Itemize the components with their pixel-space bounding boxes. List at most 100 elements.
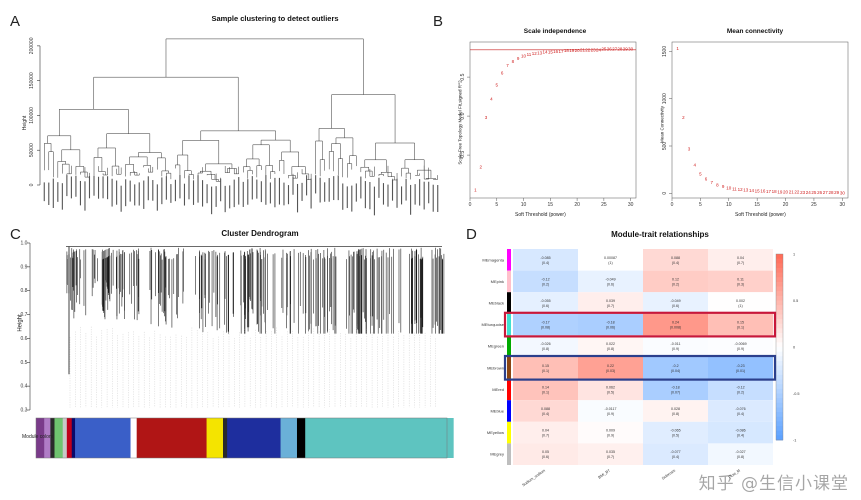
heatmap-cell bbox=[643, 249, 708, 271]
colorbar-step bbox=[776, 281, 783, 287]
dendrogram-branch bbox=[423, 165, 429, 180]
colorbar-step bbox=[776, 309, 783, 315]
heatmap-cell bbox=[708, 443, 773, 465]
power-point-label: 27 bbox=[823, 190, 829, 195]
dendrogram-branch bbox=[404, 159, 425, 171]
cell-correlation: -0.2 bbox=[672, 364, 678, 368]
colorbar-step bbox=[776, 370, 783, 376]
module-color-segment bbox=[136, 418, 208, 458]
power-point-label: 14 bbox=[749, 188, 755, 193]
cell-pvalue: (0.2) bbox=[542, 282, 549, 286]
heatmap-cell bbox=[578, 270, 643, 293]
power-point-label: 3 bbox=[485, 115, 488, 120]
colorbar-step bbox=[776, 267, 783, 273]
heatmap-cell bbox=[513, 443, 578, 465]
module-color-segment bbox=[227, 418, 282, 458]
colorbar-step bbox=[776, 360, 783, 366]
panel-b-left-title: Scale independence bbox=[523, 28, 587, 35]
colorbar-step bbox=[776, 435, 783, 441]
colorbar-step bbox=[776, 286, 783, 292]
dendrogram-branch bbox=[75, 166, 85, 175]
heatmap-cell bbox=[708, 335, 773, 357]
heatmap-cell bbox=[643, 357, 708, 379]
cell-pvalue: (0.4) bbox=[542, 412, 549, 416]
dendrogram-branch bbox=[125, 164, 134, 177]
heatmap-colorbar: 1 0.5 0 -0.5 -1 bbox=[775, 253, 800, 443]
power-point-label: 10 bbox=[521, 54, 527, 59]
heatmap-cell bbox=[513, 313, 578, 336]
cell-pvalue: (0.5) bbox=[607, 390, 614, 394]
cell-pvalue: (0.7) bbox=[542, 434, 549, 438]
dendrogram-branch bbox=[337, 158, 344, 178]
heatmap-cell bbox=[513, 400, 578, 422]
power-point-label: 25 bbox=[601, 47, 607, 52]
colorbar-step bbox=[776, 254, 783, 260]
power-point-label: 4 bbox=[693, 162, 696, 167]
cell-correlation: 0.24 bbox=[672, 321, 679, 325]
cell-pvalue: (0.06) bbox=[606, 326, 615, 330]
module-color-segment bbox=[71, 418, 76, 458]
y-tick-label: 150000 bbox=[29, 72, 35, 89]
power-point-label: 4 bbox=[490, 96, 493, 101]
module-color-segment bbox=[305, 418, 454, 458]
colorbar-step bbox=[776, 393, 783, 399]
y-tick-label: 0.5 bbox=[21, 360, 28, 366]
y-tick-label: 100000 bbox=[29, 107, 35, 124]
cell-pvalue: (0.8) bbox=[607, 347, 614, 351]
dendrogram-branch bbox=[252, 144, 270, 166]
dendrogram-branch bbox=[319, 159, 325, 177]
cell-correlation: -0.18 bbox=[671, 385, 679, 389]
colorbar-step bbox=[776, 416, 783, 422]
colorbar-step bbox=[776, 398, 783, 404]
y-tick-label: 0.8 bbox=[21, 288, 28, 294]
module-color-segment bbox=[280, 418, 298, 458]
module-color-segment bbox=[66, 418, 73, 458]
heatmap-cell bbox=[513, 421, 578, 444]
y-tick-label: 0.9 bbox=[21, 264, 28, 270]
cell-correlation: 0.035 bbox=[606, 450, 615, 454]
x-tick-label: 0 bbox=[671, 202, 674, 208]
dendrogram-branch bbox=[279, 160, 285, 174]
cell-pvalue: (0.6) bbox=[607, 282, 614, 286]
cell-pvalue: (0.7) bbox=[607, 304, 614, 308]
dendrogram-branch bbox=[197, 167, 203, 179]
dendrogram-branch bbox=[224, 165, 230, 173]
row-label: MEred bbox=[492, 387, 504, 392]
module-color-swatch bbox=[507, 292, 511, 314]
cell-correlation: -0.17 bbox=[541, 321, 549, 325]
module-color-swatch bbox=[507, 443, 511, 465]
heatmap-cell bbox=[513, 335, 578, 357]
power-point-label: 22 bbox=[585, 47, 591, 52]
dendrogram-branch bbox=[401, 167, 409, 177]
cell-pvalue: (0.9) bbox=[607, 434, 614, 438]
power-point-label: 15 bbox=[548, 50, 554, 55]
power-point-label: 16 bbox=[553, 49, 559, 54]
dendrogram-branch bbox=[306, 173, 312, 180]
panel-label-b: B bbox=[433, 13, 444, 30]
power-point-label: 23 bbox=[591, 47, 597, 52]
colorbar-step bbox=[776, 295, 783, 301]
power-point-label: 19 bbox=[569, 48, 575, 53]
power-point-label: 27 bbox=[612, 47, 618, 52]
colorbar-step bbox=[776, 384, 783, 390]
highlight-box bbox=[503, 354, 777, 381]
module-colors-label: Module colors bbox=[22, 434, 54, 440]
colorbar-step bbox=[776, 323, 783, 329]
dendrogram-branch bbox=[318, 128, 345, 141]
panel-c-ylabel: Height bbox=[17, 314, 24, 332]
cell-pvalue: (0.6) bbox=[672, 304, 679, 308]
colorbar-step bbox=[776, 356, 783, 362]
cell-correlation: 0.062 bbox=[606, 385, 615, 389]
y-tick-label: 1.0 bbox=[21, 241, 28, 247]
cell-correlation: -0.086 bbox=[735, 429, 745, 433]
power-point-label: 8 bbox=[716, 182, 719, 187]
colorbar-step bbox=[776, 319, 783, 325]
cell-pvalue: (0.7) bbox=[737, 261, 744, 265]
cell-pvalue: (1) bbox=[738, 304, 742, 308]
cell-pvalue: (0.2) bbox=[737, 390, 744, 394]
cell-pvalue: (0.7) bbox=[607, 455, 614, 459]
x-tick-label: 25 bbox=[601, 202, 607, 208]
power-point-label: 28 bbox=[828, 190, 834, 195]
module-color-swatch bbox=[507, 335, 511, 357]
